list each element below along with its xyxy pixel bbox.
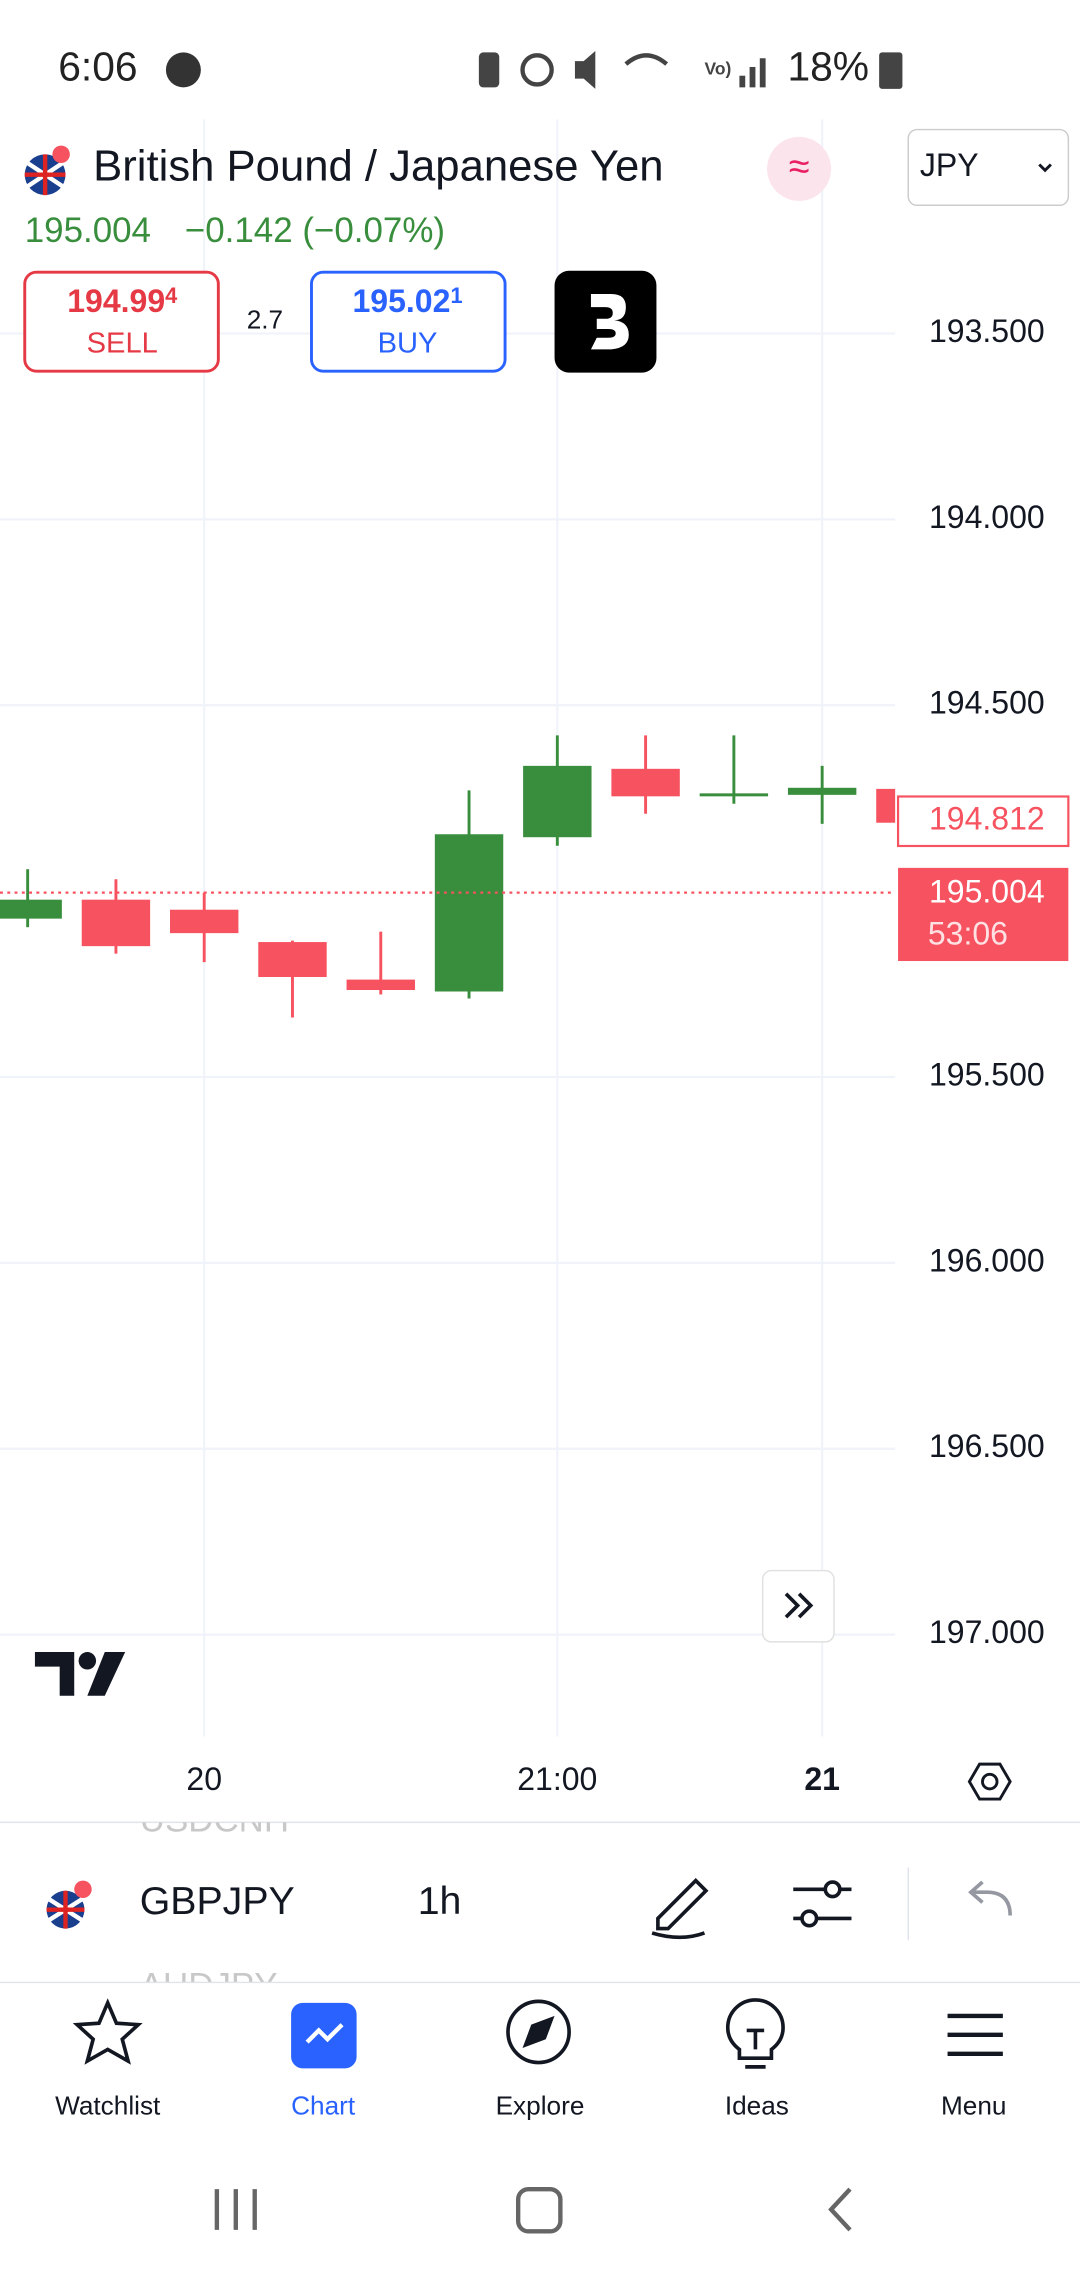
sell-price: 194.994 [67, 283, 178, 320]
indicator-icon: ≈ [789, 146, 810, 188]
candle-body [523, 765, 592, 838]
clock: 6:06 [58, 44, 137, 90]
svg-text:Vo): Vo) [704, 59, 731, 79]
currency: JPY [920, 147, 979, 183]
nav-item[interactable]: Watchlist [55, 2091, 161, 2121]
indicator-button[interactable] [767, 136, 832, 201]
y-tick-label: 195.500 [929, 1056, 1045, 1092]
watchlist-icon [72, 1998, 143, 2065]
explore-icon [506, 1999, 571, 2065]
chart-settings[interactable] [967, 1762, 1012, 1801]
y-tick-label: 196.500 [929, 1428, 1045, 1464]
candle-body [346, 979, 415, 991]
candle-body [434, 834, 504, 992]
draw-tool[interactable] [651, 1877, 709, 1940]
undo[interactable] [968, 1880, 1012, 1916]
menu-icon [947, 2013, 1003, 2056]
candle-body [81, 899, 151, 947]
nav-item[interactable]: Explore [496, 2091, 585, 2121]
interval[interactable]: 1h [418, 1879, 462, 1923]
broker-logo[interactable] [554, 270, 657, 373]
last-price-label: 195.004 [929, 874, 1045, 910]
flag [46, 1880, 92, 1929]
symbol[interactable]: GBPJPY [140, 1879, 295, 1923]
buy-label: BUY [378, 328, 438, 360]
candle-body [876, 788, 896, 823]
countdown: 53:06 [928, 916, 1008, 952]
y-tick-label: 193.500 [929, 313, 1045, 349]
y-tick-label: 194.500 [929, 685, 1045, 721]
candle-body [0, 899, 62, 919]
messenger-icon [165, 52, 201, 88]
buy-button[interactable] [310, 270, 507, 373]
battery-icon [879, 52, 903, 89]
last-price: 195.004 [25, 211, 151, 250]
currency-select[interactable] [907, 128, 1070, 206]
candle-body [170, 909, 239, 934]
status-icons: Vo) [478, 50, 766, 89]
system-nav [214, 2186, 852, 2234]
price-marker-label: 194.812 [929, 801, 1045, 837]
bottom-nav: Watchlist Chart Explore Ideas Menu [55, 2091, 1006, 2121]
x-tick-label: 21:00 [517, 1761, 597, 1797]
adjacent-symbol: AUDJPY [140, 1967, 278, 2006]
tradingview-logo [34, 1652, 126, 1696]
dropdown-arrow [1038, 163, 1052, 173]
candle-body [699, 793, 769, 797]
flag [24, 145, 70, 196]
nav-item[interactable]: Ideas [725, 2091, 789, 2121]
candle-body [787, 787, 857, 795]
symbol-title: British Pound / Japanese Yen [93, 141, 663, 190]
y-tick-label: 196.000 [929, 1242, 1045, 1278]
battery-level: 18% [787, 44, 869, 90]
nav-item[interactable]: Menu [941, 2091, 1007, 2121]
x-tick-label: 21 [804, 1761, 840, 1797]
price-change: −0.142 (−0.07%) [185, 211, 445, 250]
adjacent-symbol: USDCNH [140, 1801, 289, 1840]
sell-label: SELL [87, 328, 158, 360]
spread: 2.7 [247, 305, 283, 335]
buy-price: 195.021 [353, 283, 463, 320]
y-tick-label: 197.000 [929, 1614, 1045, 1650]
nav-item[interactable]: Chart [291, 2091, 356, 2121]
y-tick-label: 194.000 [929, 499, 1045, 535]
x-tick-label: 20 [186, 1761, 222, 1797]
indicators-tool[interactable] [793, 1880, 852, 1928]
candles [0, 735, 896, 1018]
last-price-tag [898, 867, 1069, 962]
price-marker [896, 795, 1070, 848]
scroll-button[interactable] [761, 1569, 835, 1643]
candle-body [611, 768, 680, 797]
ideas-icon [725, 1998, 785, 2069]
sell-button[interactable] [23, 270, 220, 373]
candle-body [258, 942, 327, 978]
